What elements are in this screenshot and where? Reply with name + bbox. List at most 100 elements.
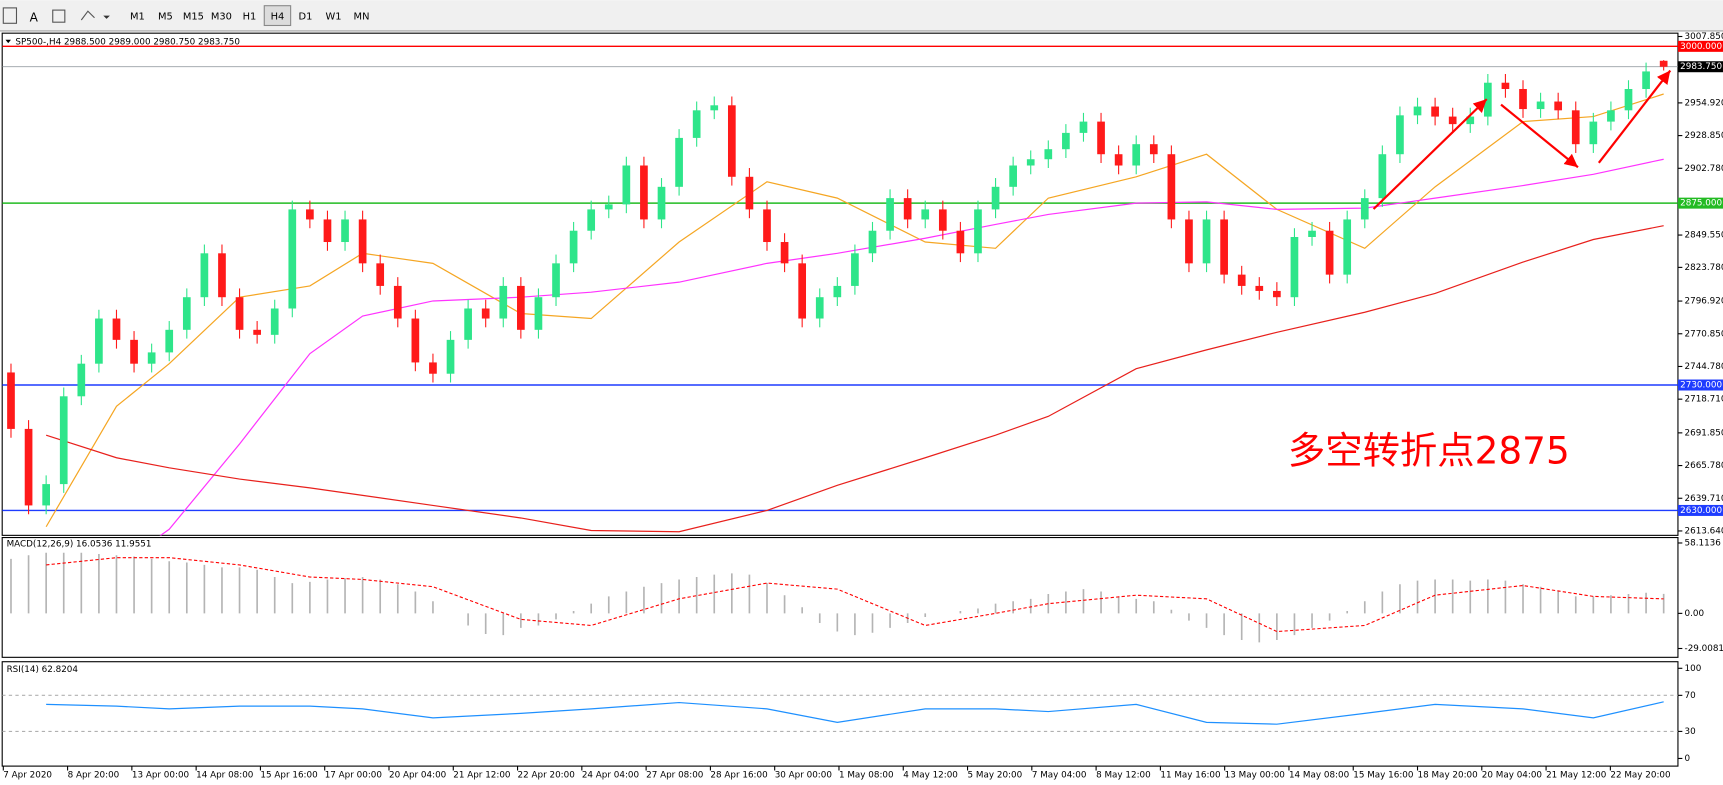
level-label: 3000.000 bbox=[1680, 42, 1722, 52]
timeframe-label[interactable]: M15 bbox=[183, 12, 204, 23]
candle-body bbox=[1202, 219, 1211, 264]
candle-body bbox=[165, 329, 174, 353]
candle-body bbox=[1501, 82, 1510, 89]
macd bbox=[10, 552, 1665, 643]
y-tick-label: 2796.920 bbox=[1685, 297, 1723, 307]
candle-body bbox=[604, 204, 613, 210]
price-tag bbox=[1677, 61, 1723, 73]
candle-body bbox=[921, 209, 930, 220]
candle-body bbox=[147, 352, 156, 364]
candle-body bbox=[1448, 116, 1457, 125]
y-tick-label: 30 bbox=[1685, 727, 1696, 737]
y-tick-label: 2928.850 bbox=[1685, 131, 1723, 141]
y-tick-label: 0 bbox=[1685, 754, 1691, 764]
candle-body bbox=[1466, 116, 1475, 125]
cursor-icon[interactable] bbox=[2, 7, 18, 24]
timeframe-label[interactable]: H1 bbox=[243, 12, 257, 23]
y-tick-label: 70 bbox=[1685, 691, 1696, 701]
x-tick-label: 21 Apr 12:00 bbox=[453, 770, 510, 780]
y-tick-label: 2613.640 bbox=[1685, 526, 1723, 536]
text-label-icon[interactable] bbox=[52, 9, 66, 23]
candle-body bbox=[1044, 149, 1053, 160]
y-tick-label: 100 bbox=[1685, 664, 1702, 674]
x-tick-label: 1 May 08:00 bbox=[839, 770, 894, 780]
candle-body bbox=[517, 285, 525, 330]
x-tick-label: 22 May 20:00 bbox=[1610, 770, 1670, 780]
timeframe-bar: M1 M5 M15 M30 H1 H4 D1 W1 MN bbox=[130, 5, 370, 27]
timeframe-label[interactable]: M5 bbox=[158, 12, 173, 23]
moving-average bbox=[159, 158, 1664, 536]
candle-body bbox=[393, 285, 402, 319]
candle-body bbox=[1483, 82, 1492, 117]
timeframe-label[interactable]: MN bbox=[354, 12, 370, 23]
timeframe-label[interactable]: M1 bbox=[130, 12, 145, 23]
signal-line bbox=[46, 557, 1664, 633]
candle-body bbox=[1659, 60, 1668, 67]
candle-body bbox=[1097, 121, 1105, 155]
candle-body bbox=[499, 285, 508, 319]
candle-body bbox=[534, 297, 543, 330]
candle-body bbox=[1413, 106, 1422, 116]
candle-body bbox=[587, 209, 596, 231]
candle-body bbox=[815, 297, 824, 319]
candle-body bbox=[833, 285, 842, 298]
macd-panel bbox=[1, 536, 1679, 658]
x-tick-label: 27 Apr 08:00 bbox=[646, 770, 703, 780]
candle-body bbox=[1220, 219, 1228, 275]
dropdown[interactable] bbox=[103, 15, 110, 19]
candle-body bbox=[306, 209, 314, 220]
candle-body bbox=[77, 363, 86, 397]
candle-body bbox=[780, 242, 789, 264]
candle-body bbox=[868, 230, 877, 254]
timeframe-button[interactable] bbox=[263, 5, 292, 27]
moving-average bbox=[45, 93, 1664, 528]
candle-body bbox=[24, 428, 33, 506]
candle-body bbox=[95, 318, 103, 364]
x-tick-label: 7 May 04:00 bbox=[1032, 770, 1087, 780]
y-tick-label: 3007.850 bbox=[1685, 32, 1723, 42]
x-tick-label: 4 May 12:00 bbox=[903, 770, 958, 780]
candle-body bbox=[429, 362, 437, 374]
candle-body bbox=[1571, 110, 1580, 145]
candle-body bbox=[464, 308, 472, 340]
level-tag bbox=[1677, 197, 1723, 209]
annotation: 多空转折点2875 bbox=[1288, 428, 1570, 472]
y-tick-label: 2902.780 bbox=[1685, 164, 1723, 174]
timeframe-label[interactable]: H4 bbox=[271, 12, 285, 23]
x-tick-label: 24 Apr 04:00 bbox=[582, 770, 639, 780]
x-tick-label: 8 Apr 20:00 bbox=[68, 770, 120, 780]
timeframe-label[interactable]: D1 bbox=[299, 12, 313, 23]
level-label: 2630.000 bbox=[1680, 506, 1722, 516]
candle-body bbox=[235, 297, 244, 330]
candle-body bbox=[1519, 88, 1527, 110]
candle-body bbox=[798, 263, 807, 319]
y-tick-label: 2849.550 bbox=[1685, 231, 1723, 241]
level-label: 2875.000 bbox=[1680, 199, 1722, 209]
y-tick-label: 2823.780 bbox=[1685, 263, 1723, 273]
candle-body bbox=[130, 339, 138, 364]
candle-body bbox=[218, 253, 226, 298]
candle-body bbox=[358, 219, 367, 264]
level-tag bbox=[1677, 40, 1723, 52]
candle-body bbox=[1431, 106, 1439, 117]
candle-body bbox=[323, 219, 332, 243]
candle-body bbox=[1554, 101, 1563, 111]
candle-body bbox=[1624, 88, 1633, 111]
timeframe-label[interactable]: M30 bbox=[211, 12, 232, 23]
level-tag bbox=[1677, 379, 1723, 391]
timeframe-label[interactable]: W1 bbox=[325, 12, 341, 23]
candle-body bbox=[675, 137, 683, 187]
candle-body bbox=[1009, 165, 1017, 187]
candle-body bbox=[1114, 154, 1123, 166]
shapes-icon[interactable] bbox=[80, 10, 95, 21]
x-tick-label: 13 Apr 00:00 bbox=[132, 770, 189, 780]
candle-body bbox=[657, 186, 666, 220]
rsi-header: RSI(14) 62.8204 bbox=[7, 665, 79, 675]
x-tick-label: 21 May 12:00 bbox=[1546, 770, 1606, 780]
candle-body bbox=[640, 165, 648, 220]
x-tick-label: 5 May 20:00 bbox=[968, 770, 1023, 780]
candle-body bbox=[1167, 154, 1176, 220]
candle-body bbox=[481, 308, 490, 319]
text-tool-a[interactable]: A bbox=[30, 10, 39, 24]
